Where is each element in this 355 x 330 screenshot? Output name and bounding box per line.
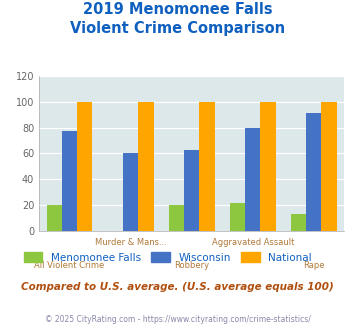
Text: Violent Crime Comparison: Violent Crime Comparison <box>70 21 285 36</box>
Bar <box>138 102 153 231</box>
Bar <box>322 102 337 231</box>
Bar <box>184 149 200 231</box>
Bar <box>230 203 245 231</box>
Text: Compared to U.S. average. (U.S. average equals 100): Compared to U.S. average. (U.S. average … <box>21 282 334 292</box>
Legend: Menomonee Falls, Wisconsin, National: Menomonee Falls, Wisconsin, National <box>20 248 316 267</box>
Bar <box>77 102 92 231</box>
Text: Robbery: Robbery <box>174 261 209 270</box>
Text: Murder & Mans...: Murder & Mans... <box>95 238 166 247</box>
Text: Aggravated Assault: Aggravated Assault <box>212 238 294 247</box>
Text: 2019 Menomonee Falls: 2019 Menomonee Falls <box>83 2 272 16</box>
Bar <box>200 102 214 231</box>
Bar <box>47 205 62 231</box>
Bar <box>169 205 184 231</box>
Bar <box>306 114 322 231</box>
Bar <box>62 131 77 231</box>
Bar <box>261 102 275 231</box>
Bar <box>123 153 138 231</box>
Text: All Violent Crime: All Violent Crime <box>34 261 105 270</box>
Text: Rape: Rape <box>303 261 324 270</box>
Text: © 2025 CityRating.com - https://www.cityrating.com/crime-statistics/: © 2025 CityRating.com - https://www.city… <box>45 315 310 324</box>
Bar <box>291 214 306 231</box>
Bar <box>245 128 261 231</box>
